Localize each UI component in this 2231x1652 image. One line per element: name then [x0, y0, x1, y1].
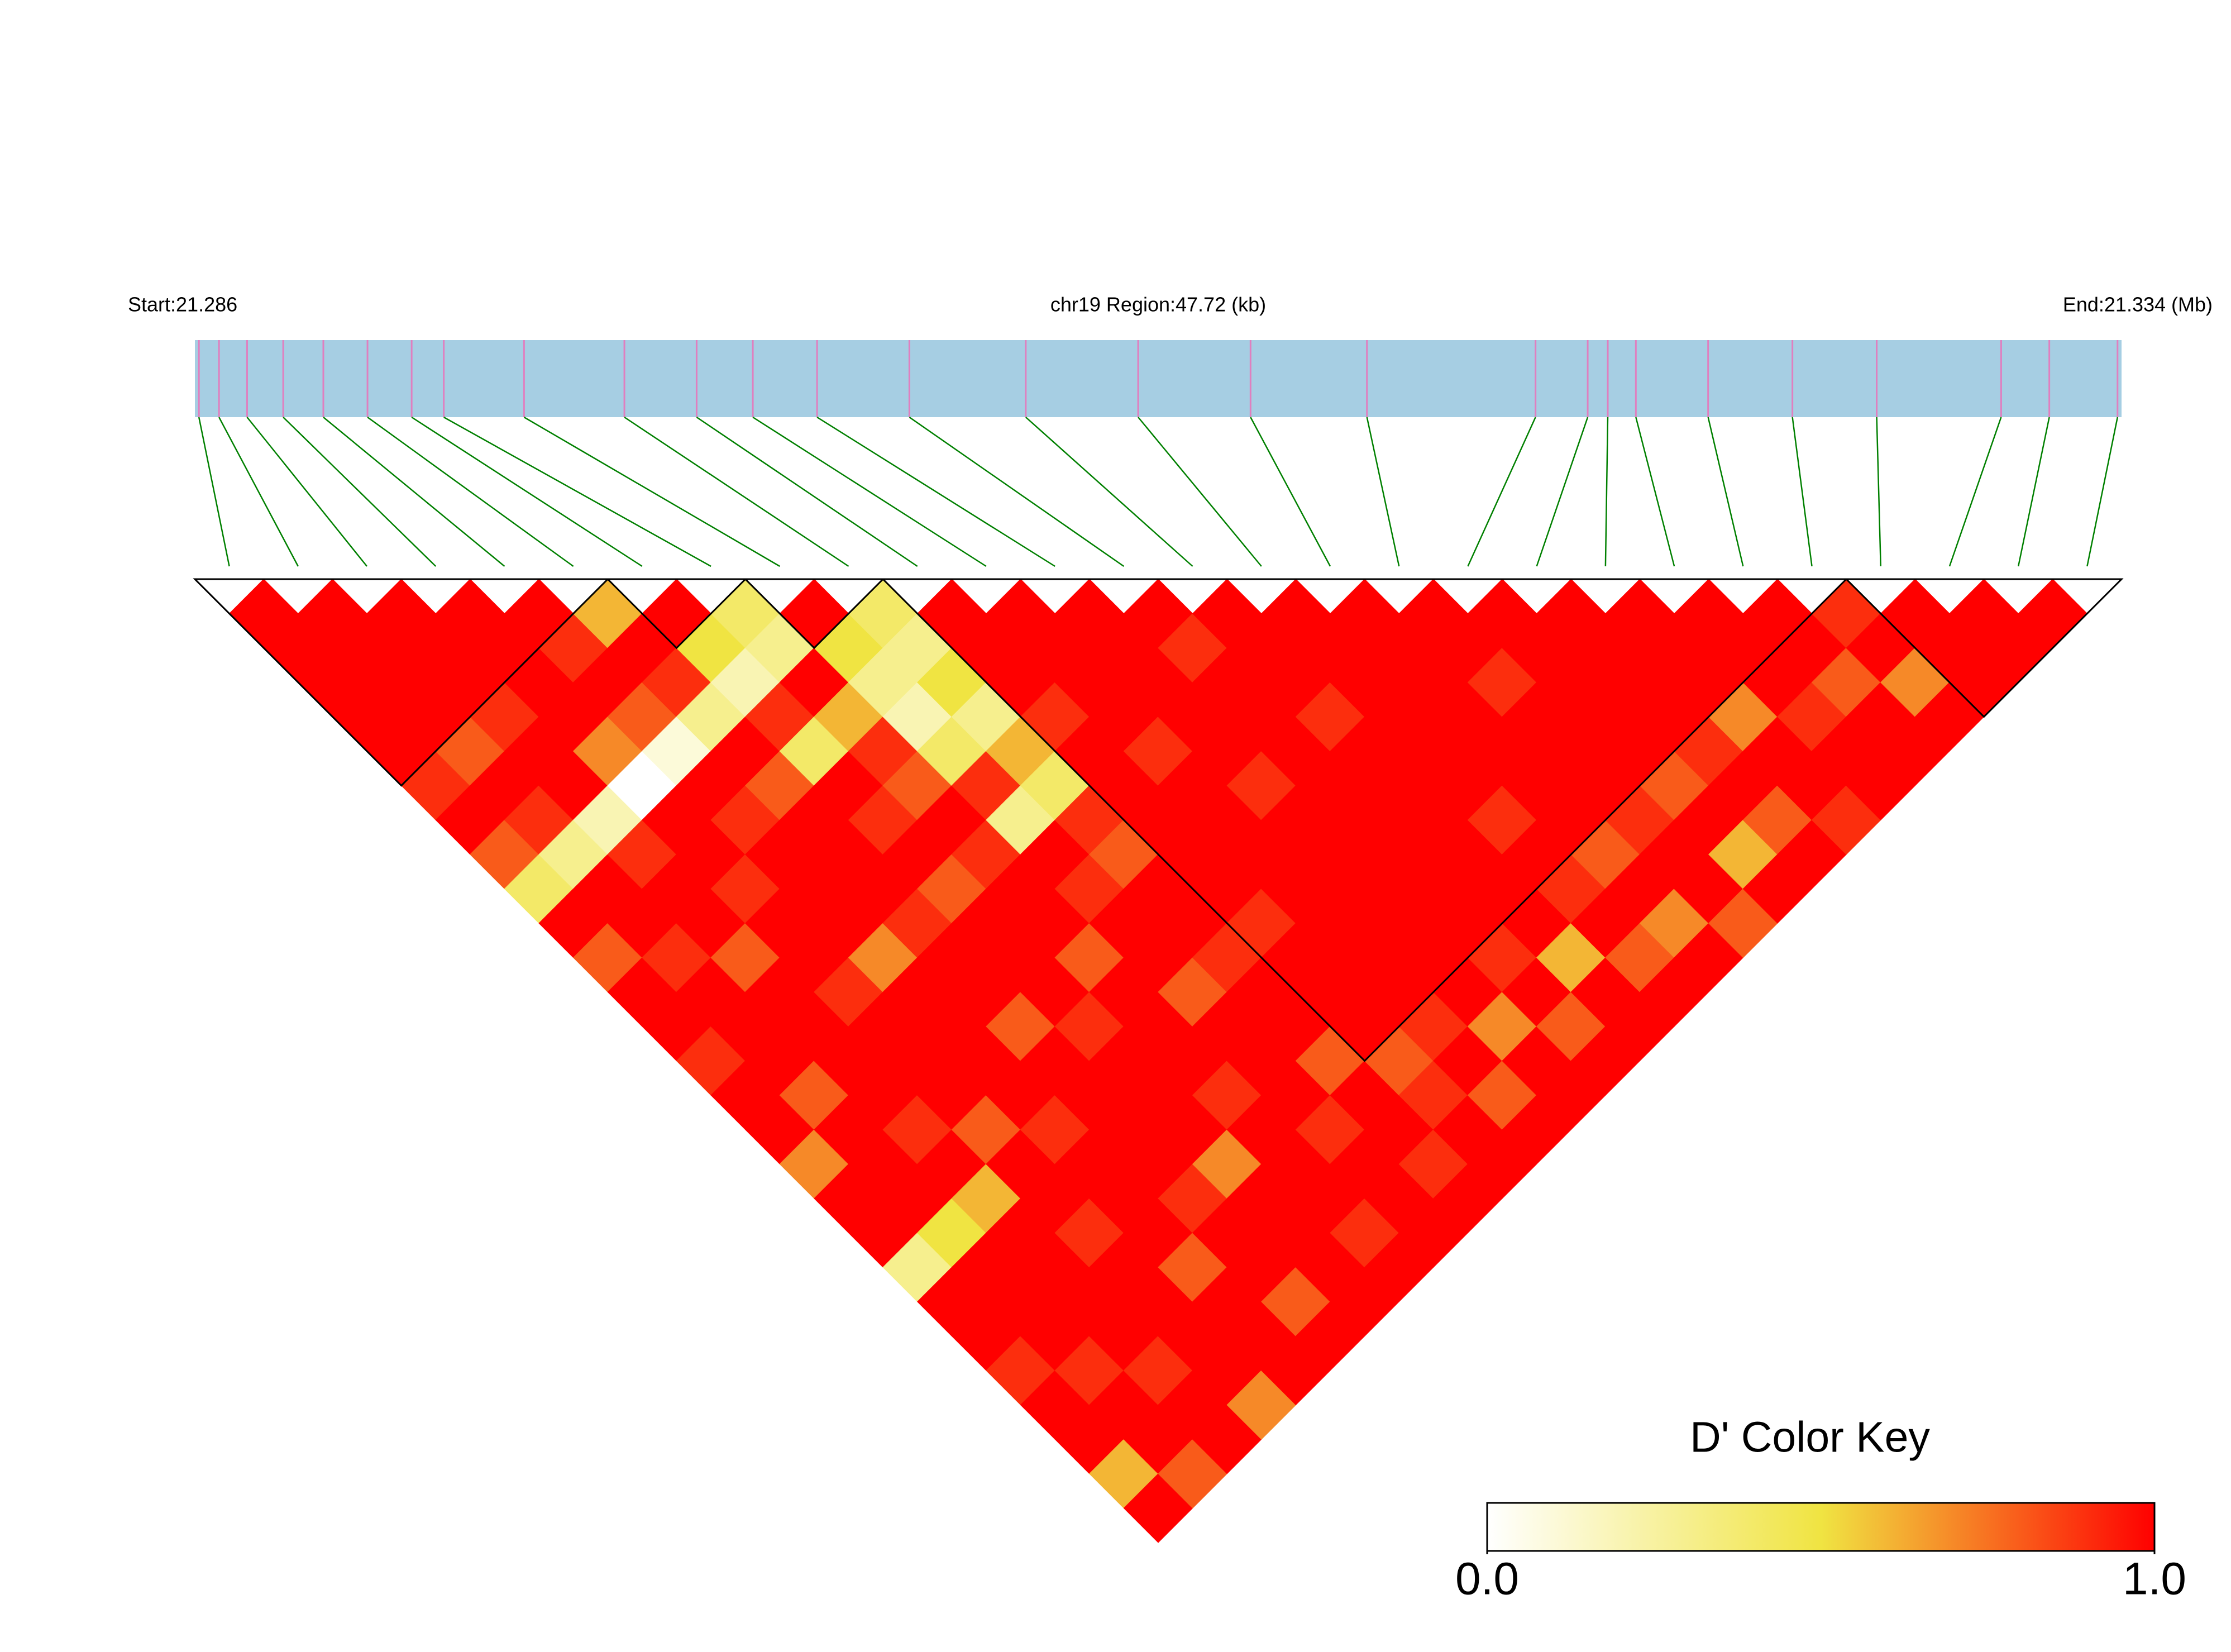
snp-connector: [1025, 417, 1193, 567]
snp-connector: [283, 417, 437, 567]
color-key-tick-label: 1.0: [2123, 1554, 2186, 1605]
ld-block-outline: [881, 578, 1848, 1062]
snp-connector: [1635, 417, 1675, 567]
snp-connector: [198, 417, 230, 567]
snp-connector: [411, 416, 643, 567]
ld-block-outline: [1844, 578, 2124, 718]
ld-block-outline: [193, 578, 610, 787]
color-key-title: D' Color Key: [1690, 1413, 1930, 1461]
snp-connector: [2086, 417, 2119, 567]
ld-block-outline: [605, 578, 748, 650]
ld-block-outline: [743, 578, 885, 650]
end-label: End:21.334 (Mb): [2063, 293, 2213, 316]
region-bar: [195, 340, 2122, 417]
snp-connector: [1792, 417, 1813, 567]
snp-connector: [624, 416, 849, 567]
region-label: chr19 Region:47.72 (kb): [1050, 293, 1266, 316]
snp-connector: [218, 417, 299, 567]
snp-connector: [323, 417, 505, 567]
snp-connector: [816, 416, 1055, 567]
snp-connector: [246, 417, 368, 567]
snp-connector: [1536, 417, 1589, 567]
snp-connector: [1138, 417, 1262, 567]
color-key-bar: [1486, 1502, 2156, 1552]
snp-connector: [1250, 417, 1331, 567]
snp-connector: [1707, 417, 1744, 567]
snp-connector: [1948, 417, 2002, 567]
snp-connector: [367, 416, 574, 567]
snp-connector: [443, 416, 711, 567]
snp-connector: [696, 416, 918, 567]
snp-connector: [1876, 417, 1881, 567]
snp-connector: [752, 416, 987, 567]
color-key-tick-label: 0.0: [1455, 1554, 1519, 1605]
snp-connector: [2017, 417, 2050, 567]
snp-connector: [1467, 417, 1536, 567]
snp-connector: [1604, 417, 1609, 567]
snp-connector: [909, 416, 1125, 567]
snp-connector: [523, 416, 780, 567]
snp-connector: [1366, 417, 1400, 567]
start-label: Start:21.286: [128, 293, 237, 316]
